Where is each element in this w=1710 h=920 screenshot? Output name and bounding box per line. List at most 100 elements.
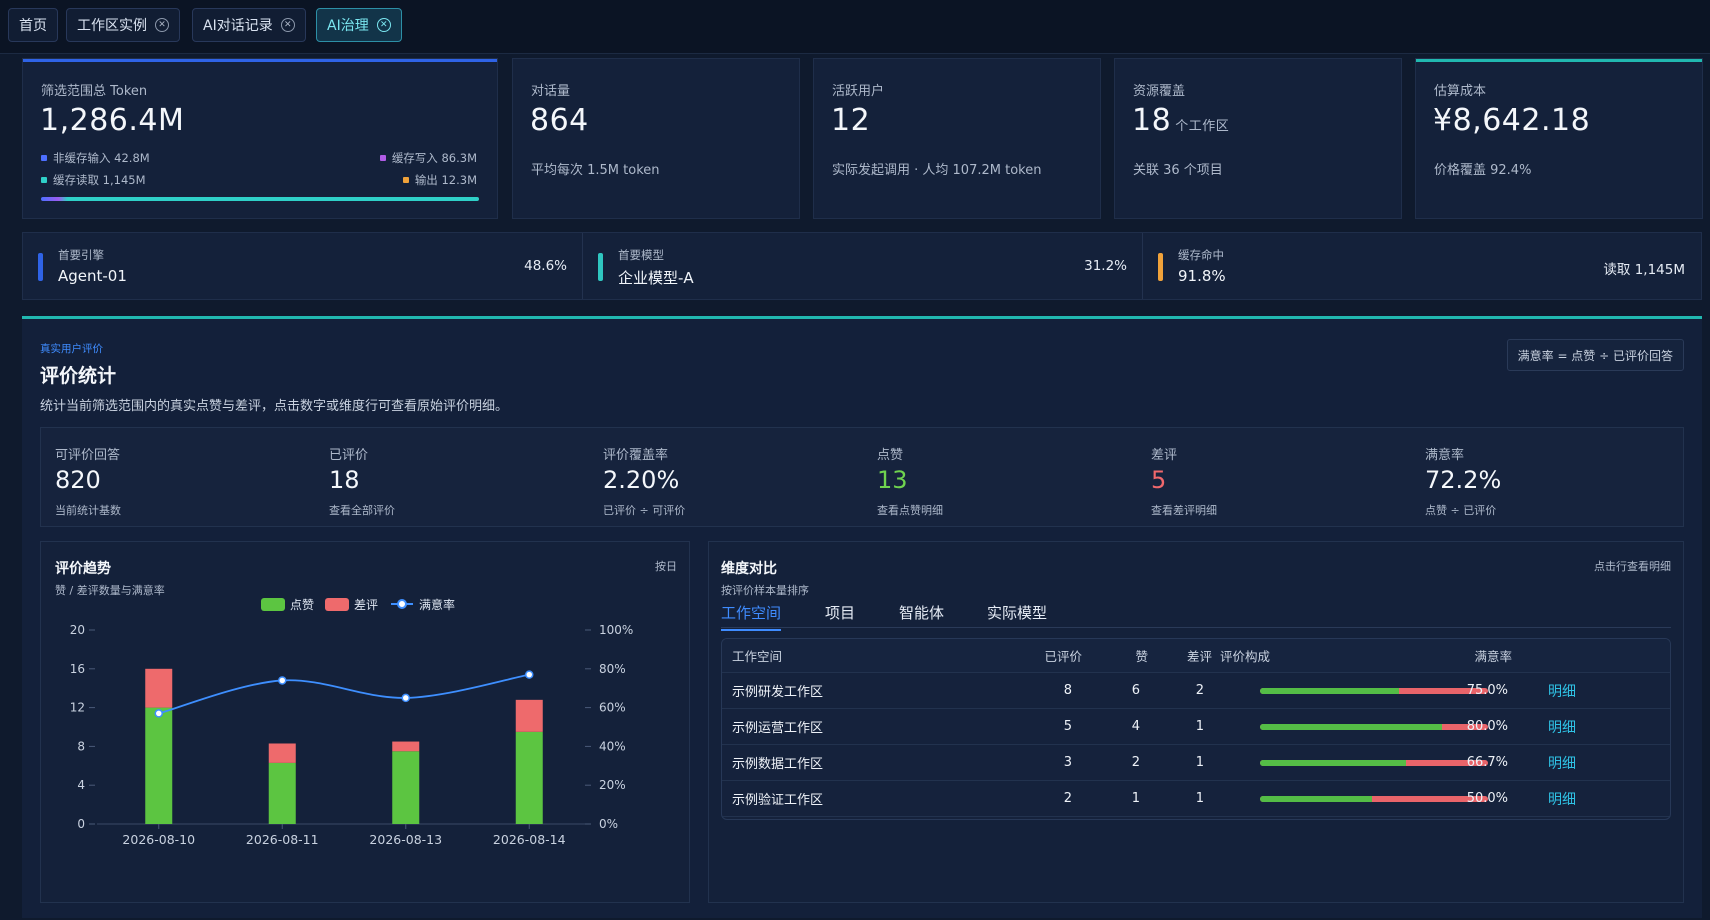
dimension-table: 工作空间 已评价 赞 差评 评价构成 满意率 示例研发工作区 8 6 2 75.0% 明细… xyxy=(721,638,1671,820)
row-dislikes[interactable]: 2 xyxy=(1195,683,1204,698)
top-engine-value: Agent-01 xyxy=(58,267,127,285)
y2-tick-label: 40% xyxy=(599,739,626,753)
legend-swatch-dislikes xyxy=(325,598,349,611)
accent-bar xyxy=(1158,253,1163,281)
col-dislikes: 差评 xyxy=(1186,649,1212,664)
rating-composition-bar xyxy=(1260,724,1488,730)
cache-hit[interactable]: 缓存命中 91.8% 读取 1,145M xyxy=(1143,233,1701,299)
row-dislikes[interactable]: 1 xyxy=(1195,755,1204,770)
dims-subtitle: 按评价样本量排序 xyxy=(721,584,809,597)
legend-swatch xyxy=(41,155,47,161)
resources-card: 资源覆盖 18 个工作区 关联 36 个项目 xyxy=(1114,58,1402,219)
accent-bar xyxy=(38,253,43,281)
card-label: 活跃用户 xyxy=(832,84,885,99)
metric-hint: 已评价 ÷ 可评价 xyxy=(603,504,686,517)
row-likes[interactable]: 4 xyxy=(1131,719,1140,734)
row-workspace-name: 示例验证工作区 xyxy=(732,793,824,808)
legend-swatch xyxy=(402,177,409,183)
metric-rated[interactable]: 已评价 18 查看全部评价 xyxy=(315,428,589,528)
row-rated[interactable]: 5 xyxy=(1063,719,1072,734)
y-tick-label: 16 xyxy=(70,662,85,676)
row-likes[interactable]: 2 xyxy=(1131,755,1140,770)
metric-value: 5 xyxy=(1151,466,1167,494)
row-detail-link[interactable]: 明细 xyxy=(1548,755,1576,772)
row-detail-link[interactable]: 明细 xyxy=(1548,683,1576,700)
granularity-toggle[interactable]: 按日 xyxy=(655,560,677,573)
divider xyxy=(1142,233,1143,299)
top-engine-key: 首要引擎 xyxy=(58,248,104,262)
close-icon[interactable]: ✕ xyxy=(280,18,295,32)
row-satisfaction: 50.0% xyxy=(1466,791,1508,806)
y2-tick-label: 100% xyxy=(599,623,633,637)
row-detail-link[interactable]: 明细 xyxy=(1548,719,1576,736)
metric-key: 满意率 xyxy=(1425,448,1465,463)
col-rated: 已评价 xyxy=(1044,649,1082,664)
y-tick-label: 8 xyxy=(77,739,85,753)
top-model[interactable]: 首要模型 企业模型-A 31.2% xyxy=(583,233,1143,299)
rating-statistics-panel: 真实用户评价 评价统计 统计当前筛选范围内的真实点赞与差评，点击数字或维度行可查… xyxy=(22,316,1702,918)
cache-read-value: 读取 1,145M xyxy=(1603,262,1685,278)
panel-eyebrow: 真实用户评价 xyxy=(40,343,103,355)
tab-actual-model[interactable]: 实际模型 xyxy=(987,604,1048,622)
card-sub: 关联 36 个项目 xyxy=(1133,163,1223,178)
metric-value: 820 xyxy=(55,466,101,494)
top-ranking-strip: 首要引擎 Agent-01 48.6% 首要模型 企业模型-A 31.2% 缓存… xyxy=(22,232,1702,300)
tab-home[interactable]: 首页 xyxy=(8,8,58,42)
y2-tick-label: 20% xyxy=(599,778,626,792)
trend-chart-svg: 0 4 8 12 16 20 0% 20% 40% 60% 80% 100% 2026-08-10 202… xyxy=(70,597,634,847)
row-workspace-name: 示例数据工作区 xyxy=(732,757,824,772)
tab-ai-governance[interactable]: AI治理 ✕ xyxy=(316,8,402,42)
tab-agent[interactable]: 智能体 xyxy=(899,604,945,622)
legend-swatch xyxy=(41,177,47,183)
bar-likes xyxy=(515,731,543,824)
likes-fill xyxy=(1260,760,1406,766)
table-row[interactable]: 示例研发工作区 8 6 2 75.0% 明细 xyxy=(722,673,1670,709)
row-rated[interactable]: 3 xyxy=(1063,755,1072,770)
row-dislikes[interactable]: 1 xyxy=(1195,719,1204,734)
divider xyxy=(582,233,583,299)
close-icon[interactable]: ✕ xyxy=(376,18,391,32)
card-sub: 价格覆盖 92.4% xyxy=(1434,163,1532,178)
metric-likes[interactable]: 点赞 13 查看点赞明细 xyxy=(863,428,1137,528)
legend-label: 缓存写入 86.3M xyxy=(391,151,477,165)
row-likes[interactable]: 1 xyxy=(1131,791,1140,806)
tab-ai-chat-records[interactable]: AI对话记录 ✕ xyxy=(192,8,306,42)
value-unit: 个工作区 xyxy=(1175,119,1230,134)
row-likes[interactable]: 6 xyxy=(1131,683,1140,698)
row-dislikes[interactable]: 1 xyxy=(1195,791,1204,806)
table-row[interactable]: 示例运营工作区 5 4 1 80.0% 明细 xyxy=(722,709,1670,745)
tab-workspace[interactable]: 工作空间 xyxy=(721,602,782,631)
tab-project[interactable]: 项目 xyxy=(825,604,856,622)
metric-dislikes[interactable]: 差评 5 查看差评明细 xyxy=(1137,428,1411,528)
close-icon[interactable]: ✕ xyxy=(155,18,169,32)
top-engine[interactable]: 首要引擎 Agent-01 48.6% xyxy=(23,233,583,299)
table-header: 工作空间 已评价 赞 差评 评价构成 满意率 xyxy=(722,639,1670,673)
table-row[interactable]: 示例数据工作区 3 2 1 66.7% 明细 xyxy=(722,745,1670,781)
likes-fill xyxy=(1260,796,1372,802)
legend-cache-write: 缓存写入 86.3M xyxy=(379,150,477,166)
legend-uncached-input: 非缓存输入 42.8M xyxy=(41,150,150,166)
tab-workspace-instances[interactable]: 工作区实例 ✕ xyxy=(66,8,180,42)
metric-hint: 查看点赞明细 xyxy=(877,504,943,517)
x-tick-label: 2026-08-14 xyxy=(493,832,566,847)
row-detail-link[interactable]: 明细 xyxy=(1548,791,1576,808)
table-row[interactable]: 示例验证工作区 2 1 1 50.0% 明细 xyxy=(722,781,1670,817)
metric-coverage: 评价覆盖率 2.20% 已评价 ÷ 可评价 xyxy=(589,428,863,528)
metric-ratable-answers[interactable]: 可评价回答 820 当前统计基数 xyxy=(41,428,315,528)
likes-fill xyxy=(1260,724,1443,730)
satisfaction-point xyxy=(401,693,410,703)
satisfaction-point xyxy=(278,676,287,685)
x-tick-label: 2026-08-10 xyxy=(122,832,195,847)
row-rated[interactable]: 8 xyxy=(1063,683,1072,698)
card-value: 1,286.4M xyxy=(40,103,185,138)
tab-label: 首页 xyxy=(19,18,47,34)
legend-label: 非缓存输入 42.8M xyxy=(53,151,150,165)
row-workspace-name: 示例研发工作区 xyxy=(732,685,824,700)
legend-label-dislikes: 差评 xyxy=(354,598,378,612)
card-label: 筛选范围总 Token xyxy=(41,84,148,99)
row-rated[interactable]: 2 xyxy=(1063,791,1072,806)
bar-likes xyxy=(145,707,173,824)
token-composition-bar xyxy=(41,197,479,201)
value-number: 18 xyxy=(1132,103,1172,138)
metric-value: 13 xyxy=(877,466,908,494)
